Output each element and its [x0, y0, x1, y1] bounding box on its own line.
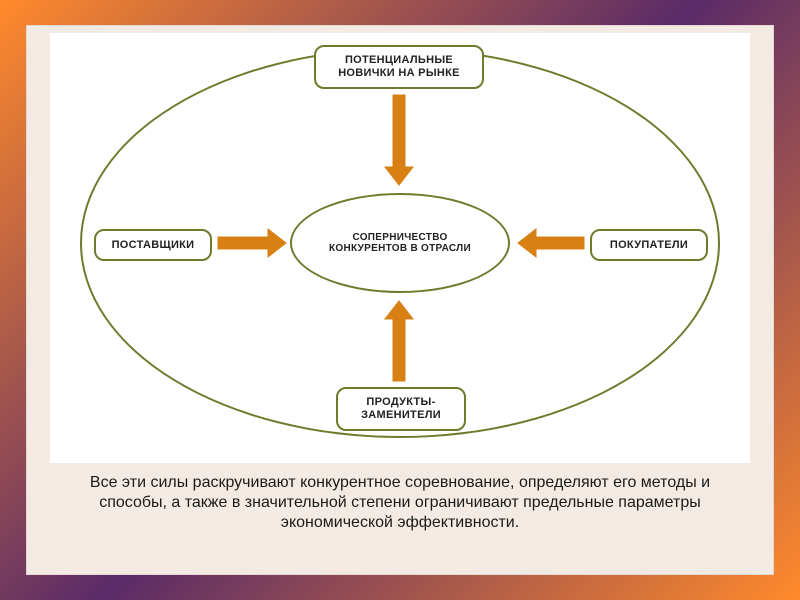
arrow-up — [385, 301, 413, 381]
node-left: ПОСТАВЩИКИ — [94, 229, 212, 261]
slide-card: СОПЕРНИЧЕСТВО КОНКУРЕНТОВ В ОТРАСЛИ ПОТЕ… — [26, 25, 774, 575]
node-center-label: СОПЕРНИЧЕСТВО КОНКУРЕНТОВ В ОТРАСЛИ — [316, 232, 484, 255]
slide-caption: Все эти силы раскручивают конкурентное с… — [60, 463, 740, 533]
node-center: СОПЕРНИЧЕСТВО КОНКУРЕНТОВ В ОТРАСЛИ — [308, 219, 492, 267]
five-forces-diagram: СОПЕРНИЧЕСТВО КОНКУРЕНТОВ В ОТРАСЛИ ПОТЕ… — [50, 33, 750, 463]
node-right: ПОКУПАТЕЛИ — [590, 229, 708, 261]
node-top: ПОТЕНЦИАЛЬНЫЕ НОВИЧКИ НА РЫНКЕ — [314, 45, 484, 89]
node-bottom-label: ПРОДУКТЫ-ЗАМЕНИТЕЛИ — [346, 396, 456, 421]
arrow-right — [218, 229, 286, 257]
node-left-label: ПОСТАВЩИКИ — [112, 239, 195, 252]
node-right-label: ПОКУПАТЕЛИ — [610, 239, 688, 252]
caption-text: Все эти силы раскручивают конкурентное с… — [90, 474, 710, 531]
slide-frame: СОПЕРНИЧЕСТВО КОНКУРЕНТОВ В ОТРАСЛИ ПОТЕ… — [0, 0, 800, 600]
arrow-left — [518, 229, 584, 257]
node-bottom: ПРОДУКТЫ-ЗАМЕНИТЕЛИ — [336, 387, 466, 431]
arrow-down — [385, 95, 413, 185]
node-top-label: ПОТЕНЦИАЛЬНЫЕ НОВИЧКИ НА РЫНКЕ — [324, 54, 474, 79]
